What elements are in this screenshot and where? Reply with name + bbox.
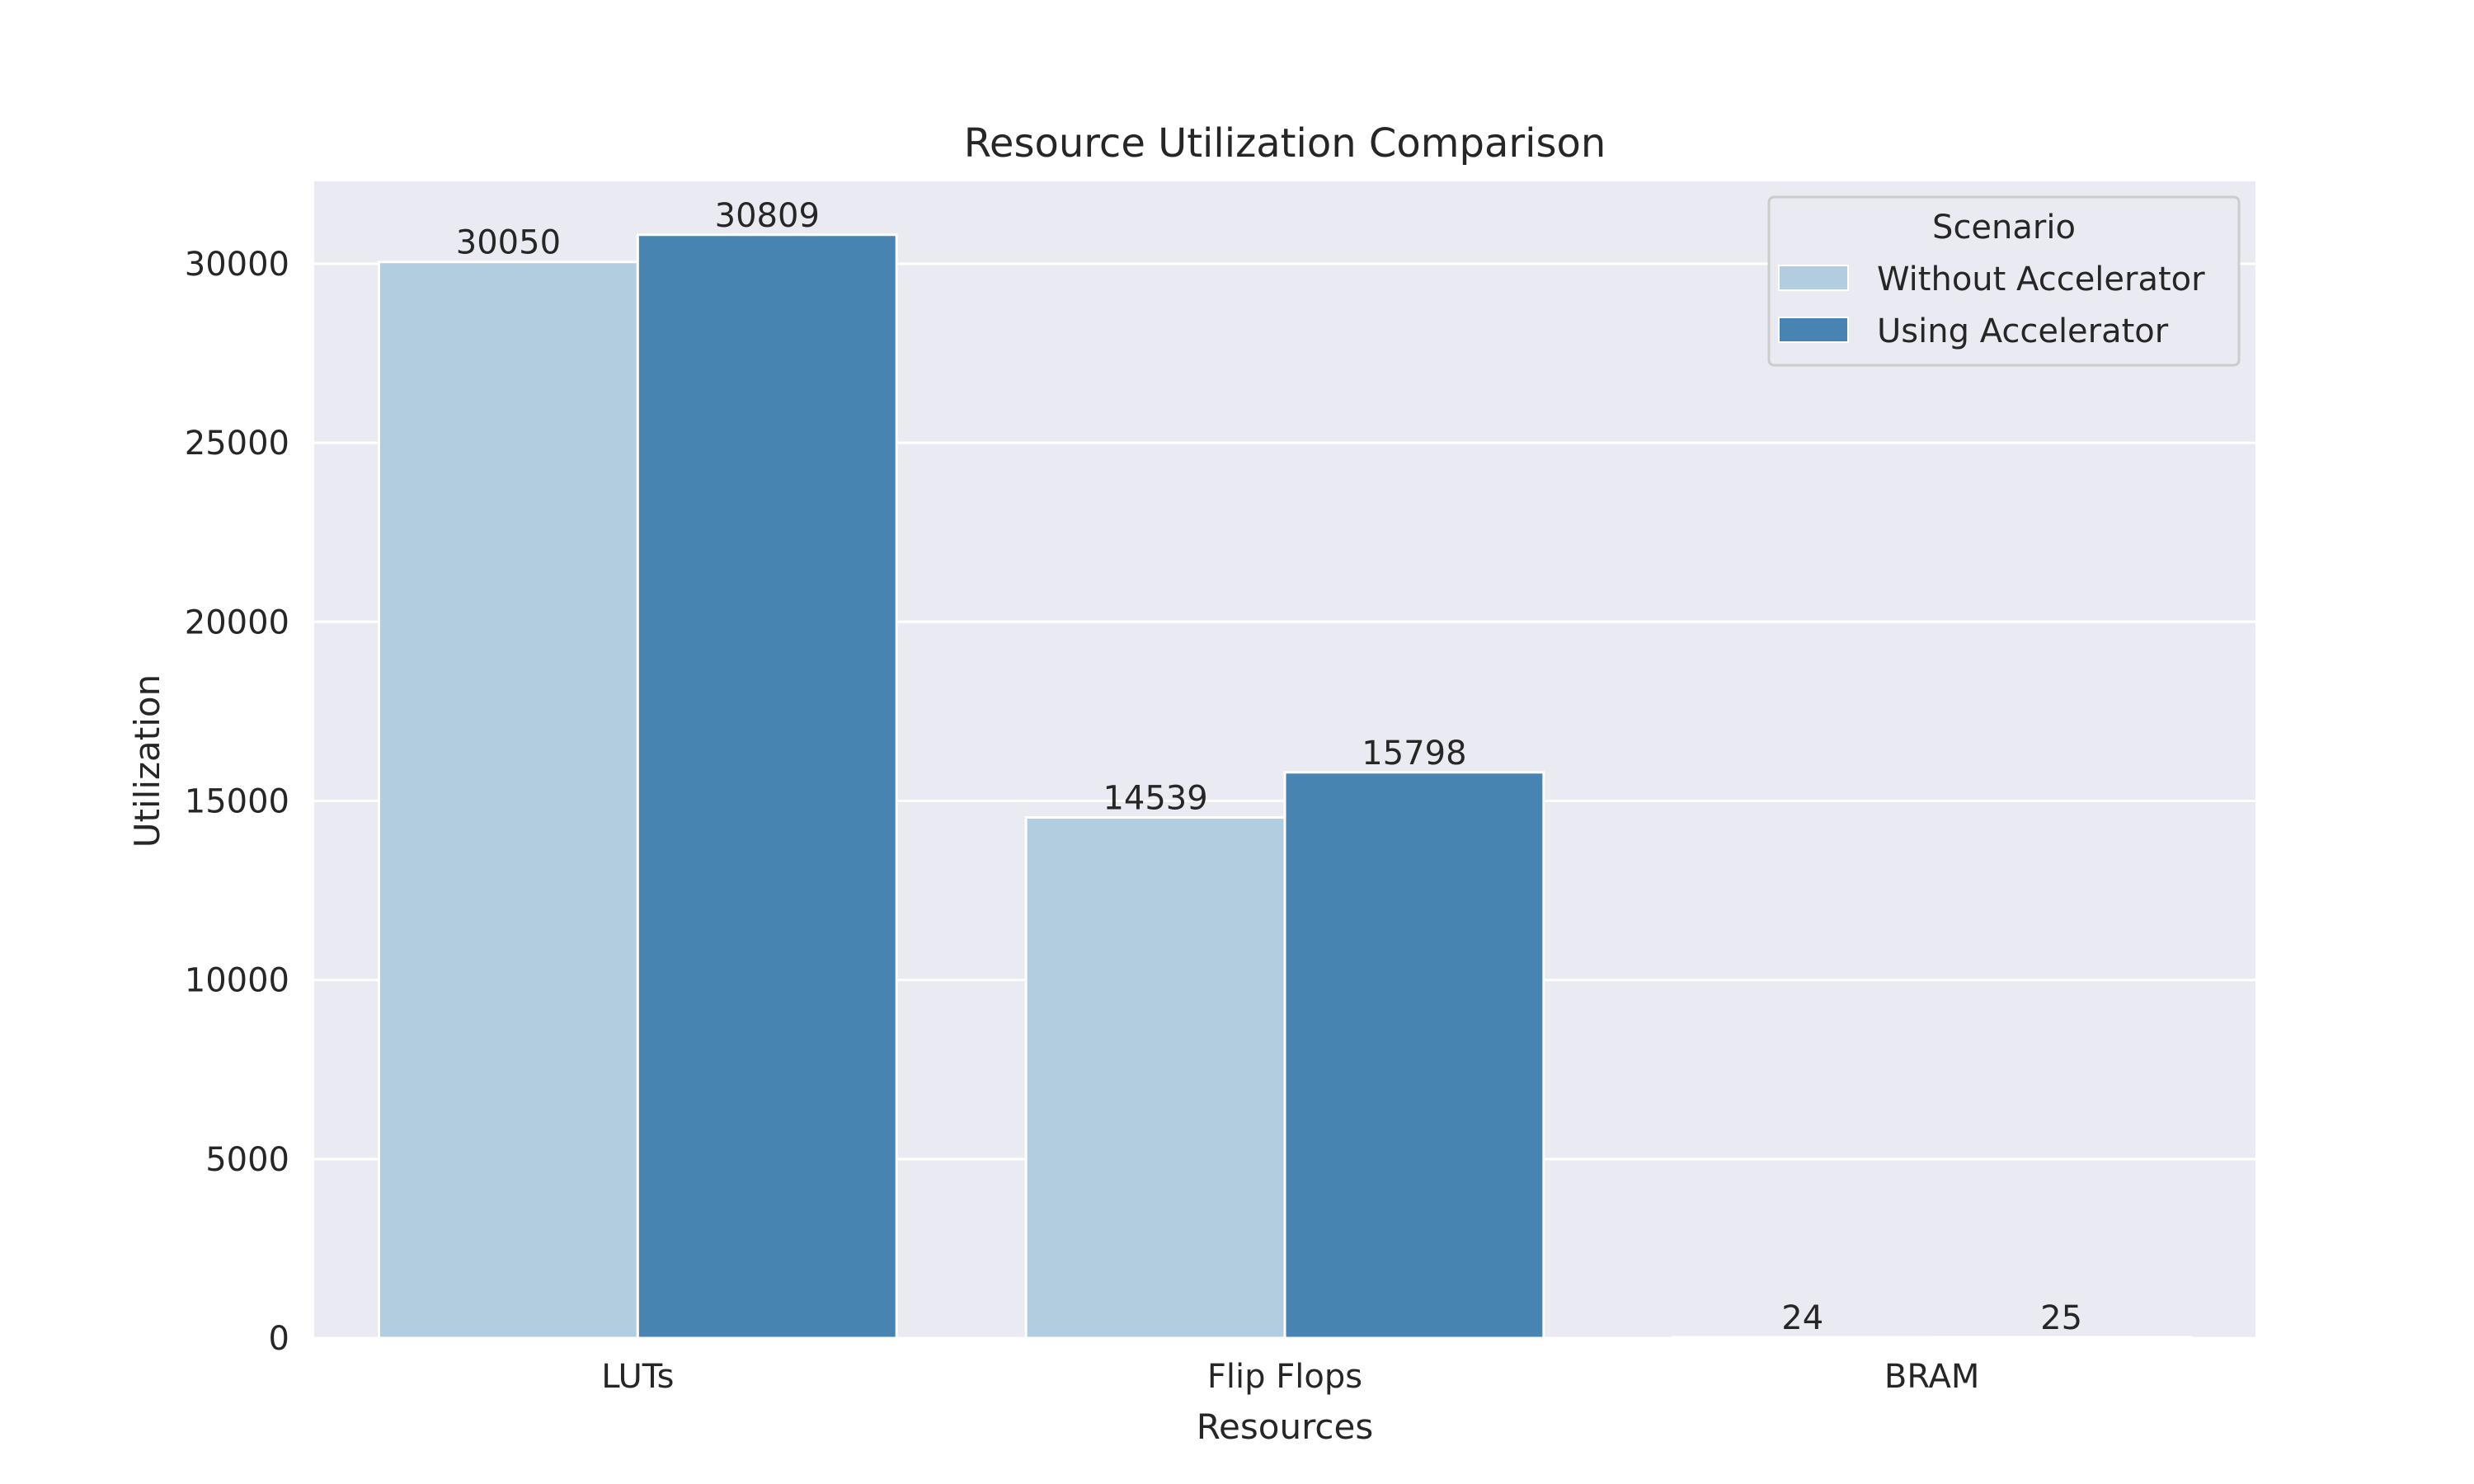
legend-label: Using Accelerator (1877, 312, 2169, 350)
bar (1672, 1336, 1934, 1340)
y-tick-label: 5000 (205, 1141, 289, 1179)
legend-box (1767, 195, 2241, 367)
legend-label: Without Accelerator (1877, 261, 2205, 298)
data-labels: 30050 30809 14539 15798 24 25 (456, 197, 2082, 1337)
legend-title: Scenario (1932, 209, 2076, 247)
data-label: 14539 (1103, 779, 1207, 817)
legend: Scenario Without Accelerator Using Accele… (1767, 195, 2241, 367)
legend-swatch (1778, 317, 1849, 343)
chart-title: Resource Utilization Comparison (964, 120, 1606, 167)
x-ticks: LUTs Flip Flops BRAM (601, 1358, 1979, 1396)
x-tick-label: Flip Flops (1207, 1358, 1362, 1396)
y-tick-label: 25000 (185, 425, 289, 463)
x-tick-label: LUTs (601, 1358, 674, 1396)
y-tick-label: 15000 (185, 782, 289, 820)
y-tick-label: 10000 (185, 962, 289, 1000)
x-tick-label: BRAM (1884, 1358, 1980, 1396)
data-label: 25 (2040, 1299, 2082, 1337)
bar (1283, 771, 1545, 1340)
data-label: 30050 (456, 224, 561, 262)
legend-swatch (1778, 265, 1849, 291)
y-axis-label: Utilization (127, 674, 167, 848)
data-label: 30809 (715, 197, 820, 235)
bar (1024, 815, 1286, 1340)
y-tick-label: 0 (269, 1320, 289, 1358)
bar (636, 233, 898, 1340)
y-ticks: 0 5000 10000 15000 20000 25000 30000 (185, 246, 289, 1358)
data-label: 15798 (1362, 735, 1466, 773)
data-label: 24 (1781, 1299, 1823, 1337)
y-tick-label: 20000 (185, 603, 289, 641)
x-axis-label: Resources (1197, 1407, 1374, 1447)
y-tick-label: 30000 (185, 246, 289, 284)
bar (1931, 1336, 2193, 1340)
bar (377, 261, 639, 1340)
legend-items: Without Accelerator Using Accelerator (1778, 261, 2205, 350)
bars (377, 233, 2193, 1340)
